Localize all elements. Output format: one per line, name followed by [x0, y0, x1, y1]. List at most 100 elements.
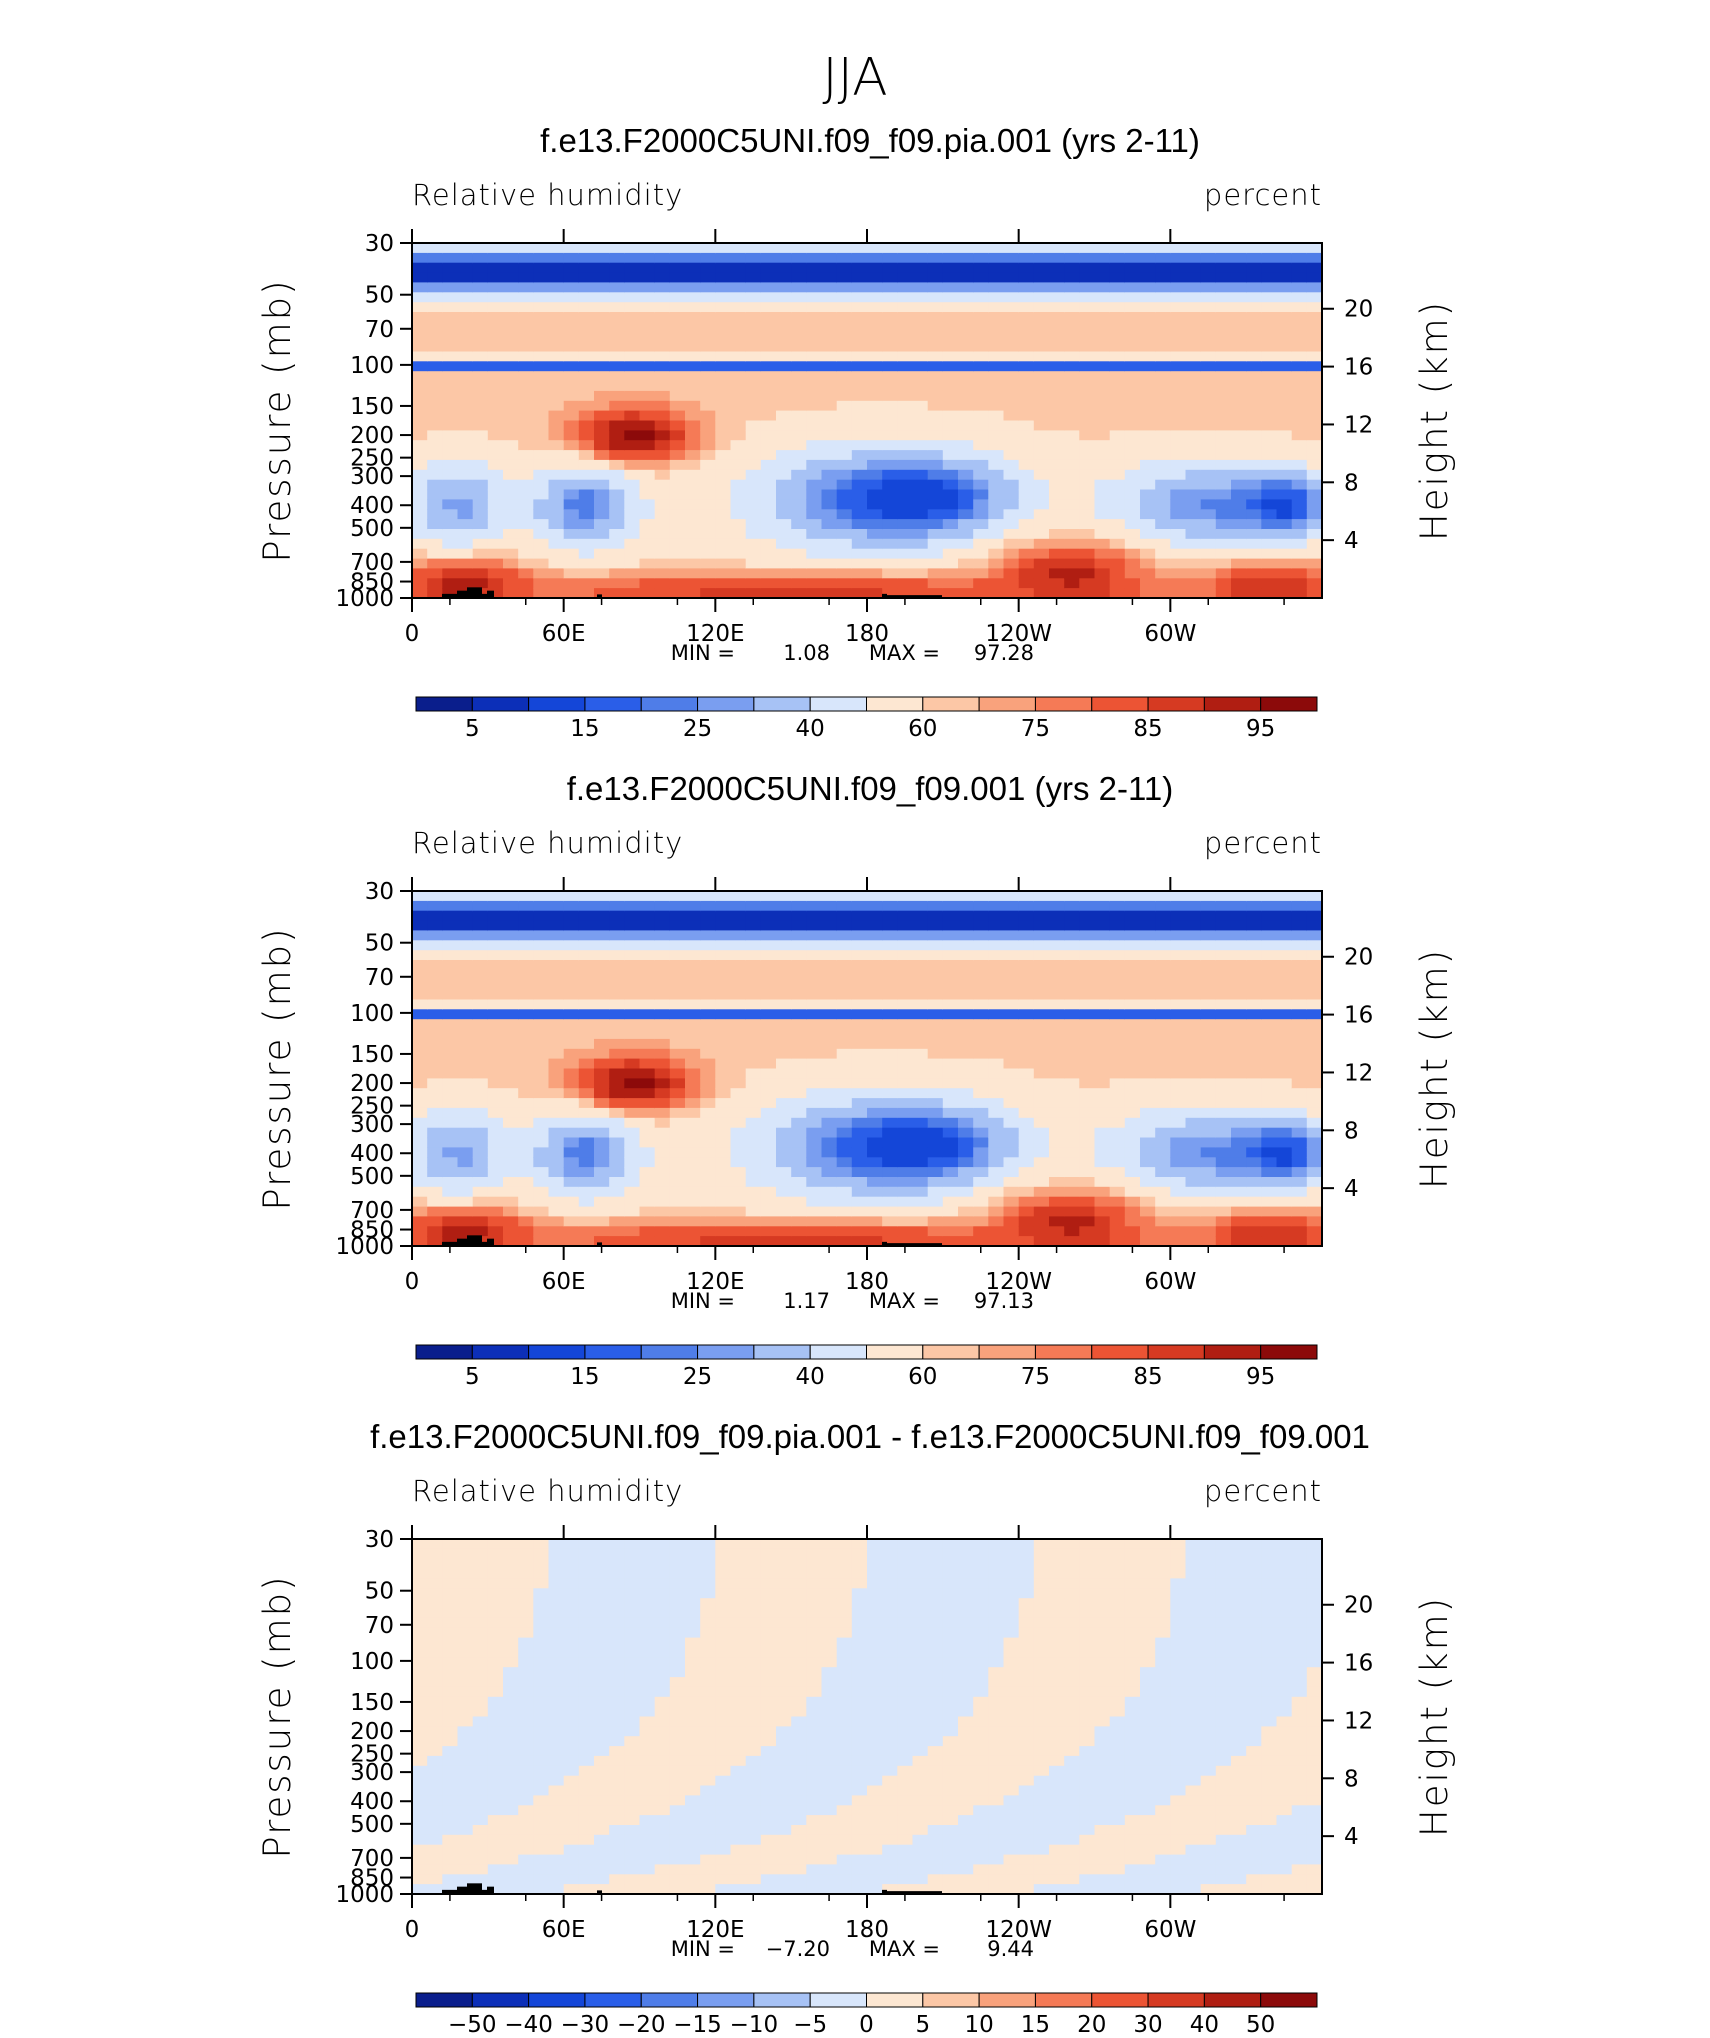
contour-cell — [958, 1078, 974, 1089]
contour-cell — [958, 588, 974, 599]
contour-cell — [685, 252, 701, 264]
contour-cell — [457, 302, 474, 313]
contour-cell — [1261, 400, 1278, 412]
contour-cell — [973, 499, 989, 510]
contour-cell — [897, 989, 914, 1001]
contour-cell — [1276, 1019, 1293, 1030]
contour-cell — [442, 450, 459, 461]
contour-cell — [412, 1884, 428, 1895]
contour-cell — [806, 1216, 823, 1227]
panel-title: f.e13.F2000C5UNI.f09_f09.pia.001 - f.e13… — [370, 1418, 1370, 1455]
contour-cell — [518, 1755, 534, 1767]
contour-cell — [760, 282, 777, 293]
contour-cell — [548, 1568, 565, 1580]
contour-cell — [776, 312, 792, 323]
contour-cell — [442, 1677, 459, 1688]
contour-cell — [427, 1834, 443, 1846]
contour-cell — [427, 1627, 443, 1639]
contour-cell — [563, 979, 580, 991]
contour-cell — [745, 1098, 762, 1109]
contour-cell — [412, 1019, 428, 1030]
contour-cell — [518, 1726, 534, 1737]
contour-cell — [1049, 361, 1065, 372]
contour-cell — [669, 282, 686, 293]
contour-cell — [609, 1078, 625, 1089]
contour-cell — [1200, 1236, 1217, 1247]
contour-cell — [639, 578, 656, 589]
contour-cell — [1306, 312, 1323, 323]
colorbar-label: 75 — [1021, 1364, 1050, 1390]
contour-cell — [1033, 538, 1050, 550]
contour-cell — [1033, 1009, 1050, 1020]
contour-cell — [760, 430, 777, 441]
contour-cell — [715, 1147, 732, 1158]
contour-cell — [548, 400, 565, 412]
contour-cell — [1170, 979, 1187, 991]
contour-cell — [1094, 1236, 1111, 1247]
contour-cell — [578, 1068, 595, 1079]
contour-cell — [594, 1647, 610, 1658]
contour-cell — [1064, 272, 1080, 284]
contour-cell — [1261, 459, 1278, 471]
contour-cell — [927, 400, 944, 412]
contour-cell — [427, 1884, 443, 1895]
contour-cell — [791, 479, 807, 491]
contour-cell — [624, 410, 641, 422]
contour-cell — [1276, 558, 1293, 570]
contour-cell — [548, 252, 565, 264]
contour-cell — [851, 1186, 868, 1198]
contour-cell — [427, 361, 443, 372]
contour-cell — [442, 930, 459, 941]
contour-cell — [897, 999, 914, 1010]
contour-cell — [1018, 920, 1035, 932]
stat-min-value: 1.08 — [783, 641, 830, 665]
contour-cell — [563, 1578, 580, 1589]
contour-cell — [1291, 979, 1308, 991]
contour-cell — [897, 1107, 914, 1119]
contour-cell — [745, 479, 762, 491]
contour-cell — [624, 1157, 641, 1168]
contour-cell — [624, 499, 641, 510]
contour-cell — [760, 1088, 777, 1099]
contour-cell — [897, 1137, 914, 1148]
contour-cell — [548, 1617, 565, 1629]
contour-cell — [1064, 1206, 1080, 1218]
contour-cell — [806, 1098, 823, 1109]
contour-cell — [563, 1088, 580, 1099]
contour-cell — [1094, 1167, 1111, 1178]
contour-cell — [942, 509, 959, 520]
contour-cell — [533, 371, 550, 382]
contour-cell — [578, 1038, 595, 1050]
contour-cell — [1215, 1127, 1232, 1139]
contour-cell — [1185, 262, 1202, 274]
contour-cell — [715, 930, 732, 941]
contour-cell — [836, 1088, 853, 1099]
contour-cell — [1064, 548, 1080, 560]
contour-cell — [958, 1216, 974, 1227]
contour-cell — [472, 509, 489, 520]
contour-cell — [867, 1226, 883, 1237]
contour-cell — [427, 489, 443, 500]
contour-cell — [412, 410, 428, 422]
contour-cell — [1276, 1078, 1293, 1089]
contour-cell — [1033, 1177, 1050, 1188]
contour-cell — [1170, 1127, 1187, 1139]
contour-cell — [427, 1068, 443, 1079]
contour-cell — [927, 321, 944, 333]
contour-cell — [1003, 979, 1020, 991]
contour-cell — [791, 1236, 807, 1247]
contour-cell — [821, 321, 838, 333]
contour-cell — [882, 262, 898, 274]
contour-cell — [533, 341, 550, 353]
colorbar-label: 5 — [465, 716, 480, 742]
contour-cell — [624, 1029, 641, 1040]
contour-cell — [867, 891, 883, 902]
contour-cell — [457, 1588, 474, 1599]
contour-cell — [427, 1107, 443, 1119]
contour-cell — [533, 499, 550, 510]
contour-cell — [503, 1098, 519, 1109]
contour-cell — [1200, 910, 1217, 922]
contour-cell — [715, 1127, 732, 1139]
contour-cell — [1246, 420, 1262, 431]
contour-cell — [836, 969, 853, 981]
